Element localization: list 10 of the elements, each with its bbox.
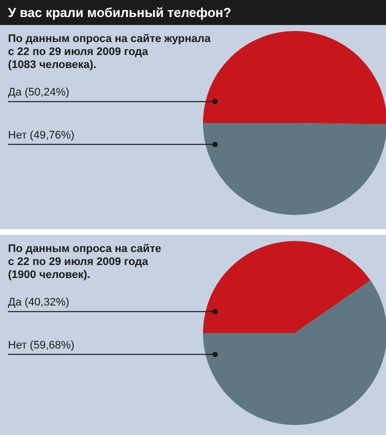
text: По данным опроса на сайте с 22 по 29 июля 2009 года (1900 человек).: [8, 243, 162, 281]
slice-label: Нет (59,68%): [8, 339, 74, 352]
pie-slice: [203, 123, 386, 215]
chart-title: У вас крали мобильный телефон?: [0, 0, 386, 25]
text: По данным опроса на сайте журнала с 22 по 29 июля 2009 года (1083 человека).: [8, 33, 212, 71]
slice-label: Да (40,32%): [8, 296, 70, 309]
slice-label: Нет (49,76%): [8, 129, 74, 142]
pie-slice: [203, 241, 370, 333]
slice-label: Да (50,24%): [8, 86, 70, 99]
pie-slice: [203, 280, 386, 425]
